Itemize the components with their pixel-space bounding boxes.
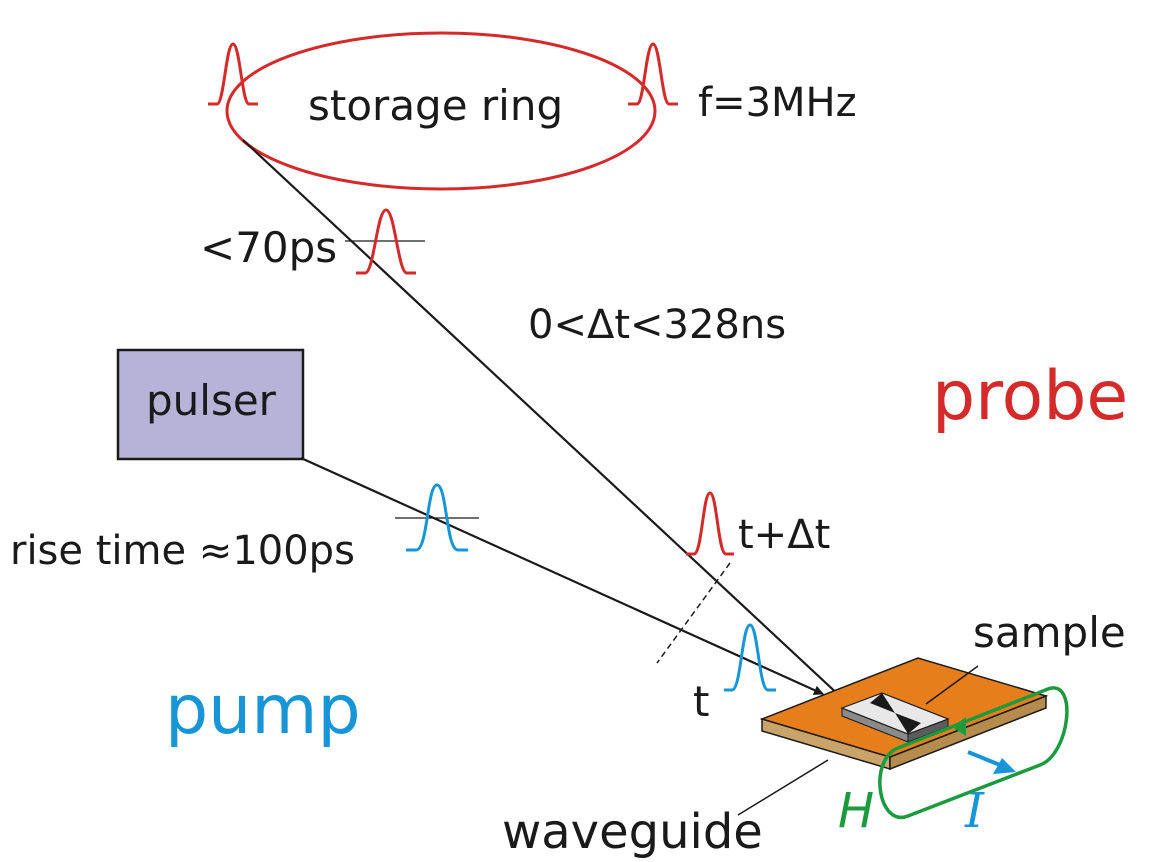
delay-range-label: 0<Δt<328ns — [528, 302, 787, 348]
field-loop — [878, 686, 1069, 820]
field-arrow-icon — [952, 717, 966, 736]
sample-pattern-a — [870, 693, 895, 713]
pulser-box — [116, 348, 305, 461]
pump-beam-line — [300, 456, 824, 696]
bunch-pulse-icon — [356, 208, 416, 275]
probe-label: probe — [932, 357, 1129, 436]
storage-ring-ellipse — [225, 31, 657, 191]
probe-beam-line — [242, 139, 858, 713]
sample-label: sample — [973, 608, 1126, 657]
current-label: I — [965, 783, 984, 839]
bunch-length-label: <70ps — [200, 223, 338, 272]
ring-pulse-right-icon — [628, 42, 678, 106]
current-arrow-line — [967, 750, 1001, 767]
field-label: H — [838, 783, 875, 839]
rise-time-label: rise time ≈100ps — [10, 528, 355, 574]
probe-time-label: t+Δt — [738, 512, 831, 558]
probe-pulse-icon — [686, 491, 734, 556]
pulser-label: pulser — [146, 376, 276, 425]
sample-callout-line — [925, 665, 979, 705]
ring-pulse-left-icon — [208, 42, 258, 106]
pump-label: pump — [165, 671, 361, 750]
storage-ring-label: storage ring — [308, 81, 564, 130]
waveguide-callout-line — [737, 759, 829, 816]
pump-pulse-icon — [724, 623, 776, 692]
pump-time-label: t — [693, 677, 710, 726]
sample-top — [840, 692, 950, 735]
waveguide-label: waveguide — [502, 804, 763, 860]
delay-dashed-line — [656, 562, 731, 664]
sample-pattern-b — [895, 713, 921, 734]
rise-pulse-icon — [406, 483, 468, 552]
frequency-label: f=3MHz — [698, 80, 857, 126]
current-arrow-icon — [993, 758, 1016, 774]
